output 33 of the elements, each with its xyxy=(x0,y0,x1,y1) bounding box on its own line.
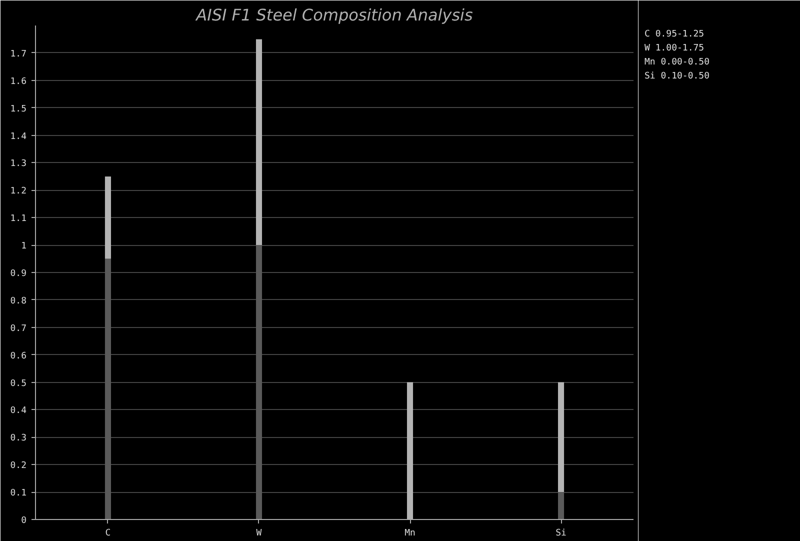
chart-title: AISI F1 Steel Composition Analysis xyxy=(195,6,473,24)
y-tick-label: 1.4 xyxy=(10,132,27,142)
y-tick-label: 0.8 xyxy=(10,296,27,306)
y-tick-label: 1.6 xyxy=(10,76,27,87)
y-tick-label: 1 xyxy=(21,242,27,252)
bar xyxy=(558,492,564,520)
text: C 0.95-1.25 xyxy=(644,30,704,40)
bar xyxy=(256,245,262,520)
y-tick-label: 0.7 xyxy=(10,324,27,334)
x-tick-label: Mn xyxy=(404,528,416,538)
y-tick-label: 0.2 xyxy=(10,461,27,472)
bar xyxy=(104,258,112,520)
text: W 1.00-1.75 xyxy=(644,44,704,54)
y-tick-label: 1.2 xyxy=(10,186,27,197)
x-tick-label: C xyxy=(105,528,111,538)
y-tick-label: 1.5 xyxy=(10,104,27,114)
bar xyxy=(256,39,262,246)
y-tick-label: 1.7 xyxy=(10,49,27,60)
bar xyxy=(558,382,564,492)
bar xyxy=(104,176,112,259)
text: Si 0.10-0.50 xyxy=(644,72,710,82)
x-tick-label: Si xyxy=(556,528,566,538)
y-tick-label: 0.4 xyxy=(10,406,27,416)
y-tick-label: 0.6 xyxy=(10,351,27,362)
y-tick-label: 0.9 xyxy=(10,269,27,279)
y-tick-label: 0 xyxy=(21,516,27,526)
y-tick-label: 1.3 xyxy=(10,159,27,170)
y-tick-label: 0.1 xyxy=(10,488,27,499)
text: Mn 0.00-0.50 xyxy=(644,58,710,68)
x-tick-label: W xyxy=(256,528,262,538)
y-tick-label: 1.1 xyxy=(10,214,27,224)
y-tick-label: 0.5 xyxy=(10,378,27,389)
y-tick-label: 0.3 xyxy=(10,434,27,444)
